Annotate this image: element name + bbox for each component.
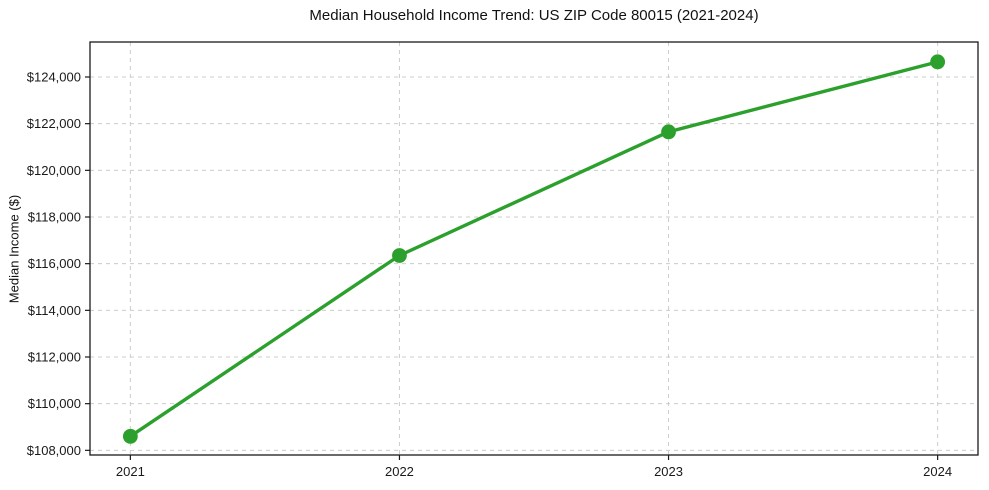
- x-tick-label: 2023: [654, 464, 683, 479]
- y-tick-label: $114,000: [28, 303, 81, 318]
- y-axis-label: Median Income ($): [6, 194, 22, 304]
- plot-border: [89, 41, 979, 456]
- y-tick-label: $118,000: [28, 210, 81, 225]
- data-point-marker: [661, 124, 676, 140]
- data-point-marker: [392, 248, 407, 263]
- trend-line: [128, 60, 940, 439]
- x-tick-label: 2021: [116, 464, 145, 479]
- data-point-marker: [930, 54, 946, 70]
- data-point-marker: [122, 428, 138, 444]
- y-tick-label: $112,000: [28, 350, 81, 365]
- y-tick-label: $116,000: [28, 256, 81, 271]
- y-tick-label: $124,000: [27, 70, 81, 85]
- y-tick-label: $120,000: [27, 163, 81, 178]
- y-tick-label: $110,000: [28, 396, 81, 411]
- x-tick-label: 2022: [385, 464, 414, 479]
- chart-title: Median Household Income Trend: US ZIP Co…: [309, 7, 759, 24]
- x-tick-label: 2024: [923, 464, 952, 479]
- y-tick-label: $108,000: [27, 443, 81, 458]
- y-tick-label: $122,000: [27, 116, 81, 131]
